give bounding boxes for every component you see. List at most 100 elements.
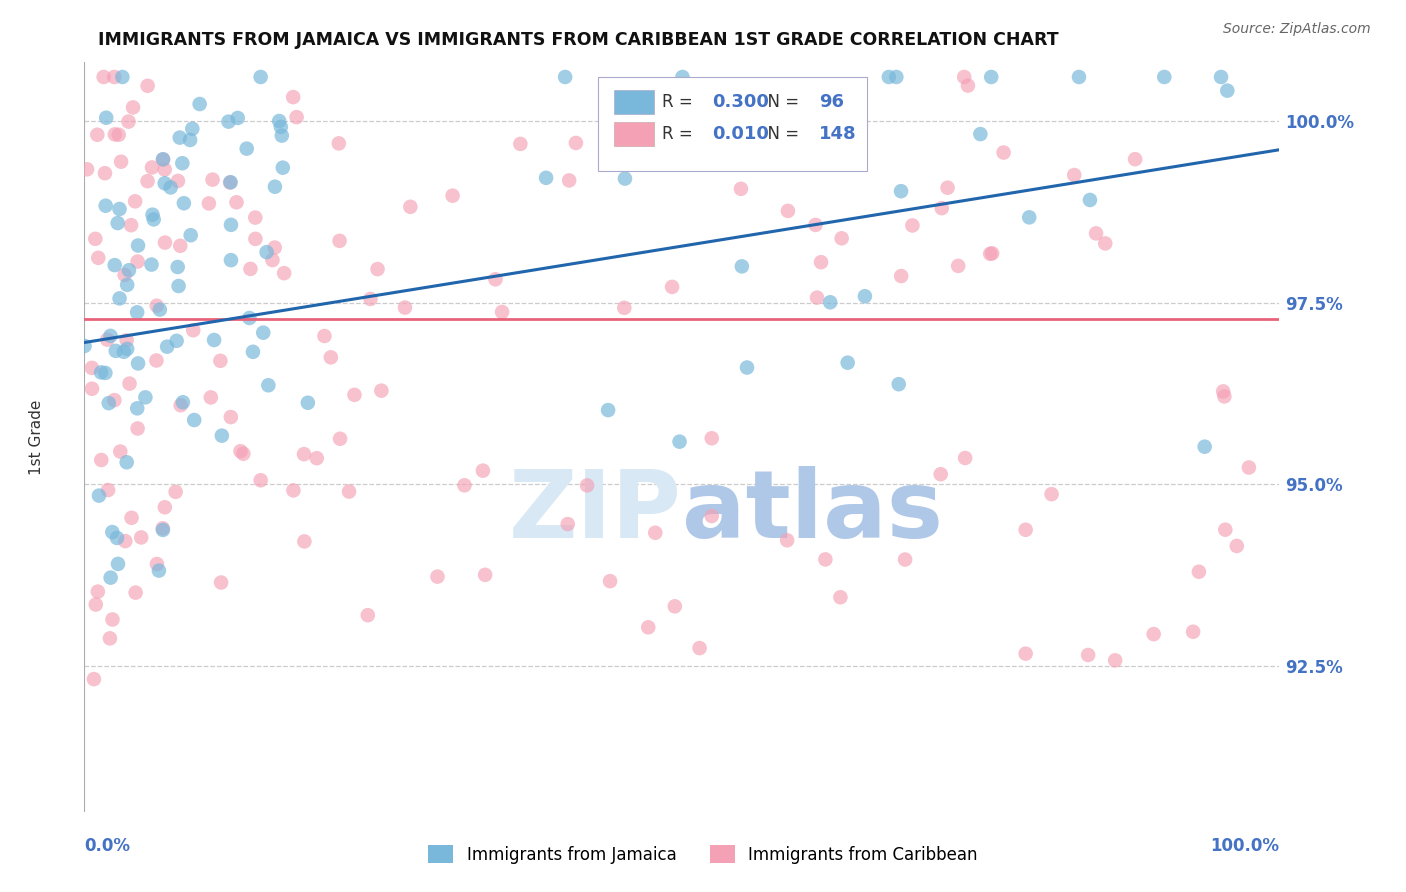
Point: [1040, 487, 1063, 501]
Point: [598, 403, 620, 417]
Point: [887, 377, 910, 392]
Point: [292, 534, 315, 549]
Point: [1213, 389, 1236, 403]
Point: [426, 569, 449, 583]
Point: [936, 180, 959, 194]
Point: [93, 70, 115, 84]
Point: [83, 672, 105, 686]
Point: [1216, 84, 1239, 98]
Point: [613, 171, 636, 186]
Point: [329, 234, 352, 248]
Point: [831, 231, 853, 245]
Point: [370, 384, 392, 398]
Point: [152, 153, 174, 167]
Point: [245, 211, 267, 225]
Point: [108, 202, 131, 216]
Point: [108, 292, 131, 306]
Point: [735, 360, 758, 375]
Point: [262, 253, 284, 268]
Point: [172, 156, 194, 170]
Point: [80, 360, 103, 375]
Point: [283, 483, 305, 498]
Text: 0.0%: 0.0%: [84, 837, 131, 855]
Point: [328, 136, 350, 151]
Point: [1212, 384, 1234, 399]
Point: [703, 99, 725, 113]
Point: [565, 136, 588, 150]
Point: [111, 70, 134, 84]
Point: [264, 179, 287, 194]
Point: [235, 142, 257, 156]
Point: [84, 232, 107, 246]
Point: [557, 516, 579, 531]
Point: [141, 161, 163, 175]
Point: [172, 395, 194, 409]
Point: [219, 218, 242, 232]
Point: [441, 188, 464, 202]
Point: [273, 266, 295, 280]
Point: [853, 289, 876, 303]
Point: [700, 431, 723, 445]
Point: [1123, 152, 1146, 166]
Point: [127, 401, 149, 416]
Point: [107, 216, 129, 230]
Text: R =: R =: [662, 93, 697, 112]
Point: [1014, 647, 1036, 661]
Point: [169, 239, 191, 253]
Point: [946, 259, 969, 273]
Point: [153, 500, 176, 515]
Point: [1188, 565, 1211, 579]
Point: [153, 162, 176, 177]
Point: [1226, 539, 1249, 553]
Point: [107, 128, 129, 142]
Point: [219, 175, 242, 189]
Point: [166, 334, 188, 348]
Text: IMMIGRANTS FROM JAMAICA VS IMMIGRANTS FROM CARIBBEAN 1ST GRADE CORRELATION CHART: IMMIGRANTS FROM JAMAICA VS IMMIGRANTS FR…: [98, 31, 1059, 49]
Point: [94, 199, 117, 213]
Point: [145, 353, 167, 368]
Point: [103, 393, 125, 408]
Point: [394, 301, 416, 315]
Point: [87, 584, 110, 599]
Point: [1063, 168, 1085, 182]
Point: [730, 182, 752, 196]
Point: [100, 329, 122, 343]
Point: [121, 510, 143, 524]
Point: [94, 366, 117, 380]
Point: [534, 170, 557, 185]
Point: [337, 484, 360, 499]
Point: [100, 571, 122, 585]
Point: [1077, 648, 1099, 662]
Point: [718, 82, 741, 96]
Point: [110, 444, 132, 458]
Point: [136, 174, 159, 188]
Point: [1209, 70, 1232, 84]
Point: [661, 280, 683, 294]
Point: [142, 212, 165, 227]
Point: [613, 301, 636, 315]
Point: [104, 343, 127, 358]
Point: [127, 305, 149, 319]
Point: [225, 195, 247, 210]
Point: [127, 238, 149, 252]
Point: [112, 344, 135, 359]
Point: [209, 575, 232, 590]
Point: [152, 521, 174, 535]
Point: [87, 489, 110, 503]
Point: [167, 174, 190, 188]
Point: [104, 128, 127, 142]
Point: [901, 219, 924, 233]
Point: [956, 78, 979, 93]
Point: [509, 136, 531, 151]
Point: [979, 247, 1001, 261]
Text: N =: N =: [758, 126, 804, 144]
Point: [115, 334, 138, 348]
Point: [1194, 440, 1216, 454]
Point: [671, 70, 693, 84]
Point: [270, 128, 292, 143]
Point: [256, 245, 278, 260]
Point: [1237, 460, 1260, 475]
Point: [319, 351, 342, 365]
Point: [152, 523, 174, 537]
Point: [699, 149, 721, 163]
